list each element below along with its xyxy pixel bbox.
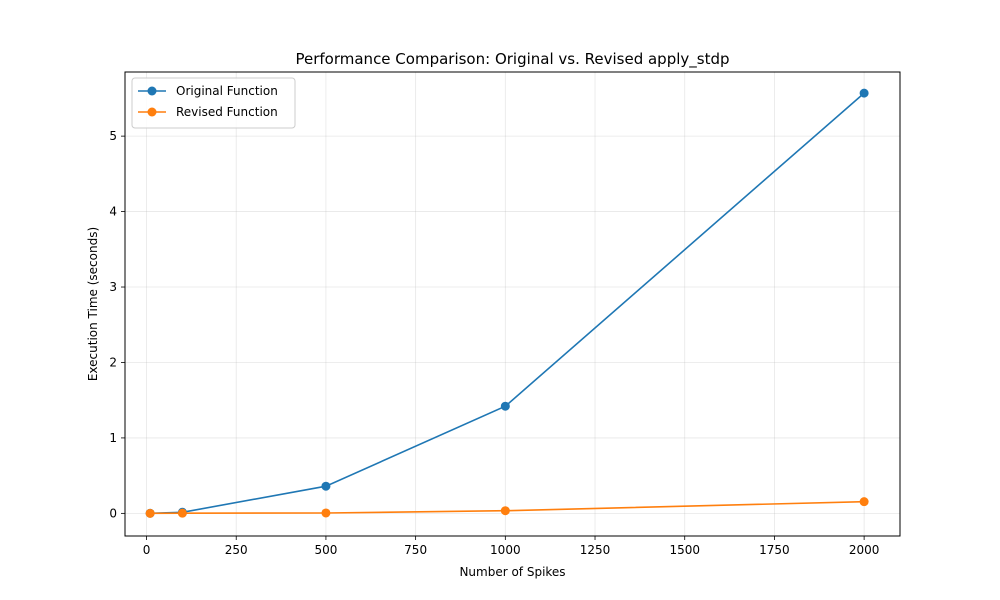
data-point [500, 506, 510, 516]
data-point [500, 401, 510, 411]
chart-title: Performance Comparison: Original vs. Rev… [295, 50, 729, 69]
x-tick-label: 2000 [849, 543, 880, 557]
grid [125, 72, 900, 536]
x-tick-label: 0 [143, 543, 151, 557]
y-tick-label: 0 [109, 506, 117, 520]
series-1 [145, 88, 869, 518]
y-axis-title: Execution Time (seconds) [86, 227, 100, 381]
data-point [145, 508, 155, 518]
x-tick-label: 1500 [669, 543, 700, 557]
x-tick-label: 500 [314, 543, 337, 557]
data-point [859, 497, 869, 507]
y-tick-label: 1 [109, 431, 117, 445]
ticks: 0 250 500 750 1000 1250 1500 1750 2000 0 1 2 3 4 5 [109, 129, 879, 557]
data-point [859, 88, 869, 98]
x-tick-label: 1000 [490, 543, 521, 557]
data-point [321, 481, 331, 491]
y-tick-label: 5 [109, 129, 117, 143]
legend-label: Revised Function [176, 105, 278, 119]
legend-box [131, 77, 296, 129]
legend-label: Original Function [176, 84, 278, 98]
x-axis-title: Number of Spikes [459, 565, 565, 579]
plot-frame [124, 71, 901, 537]
x-tick-label: 1750 [759, 543, 790, 557]
x-tick-label: 750 [404, 543, 427, 557]
series-line [150, 92, 865, 515]
x-tick-label: 1250 [580, 543, 611, 557]
x-tick-label: 250 [225, 543, 248, 557]
series-layer [145, 88, 869, 518]
legend-marker [147, 86, 157, 96]
legend: Original Function Revised Function [131, 77, 296, 129]
y-tick-label: 2 [109, 355, 117, 369]
data-point [177, 508, 187, 518]
data-point [321, 508, 331, 518]
y-tick-label: 4 [109, 205, 117, 219]
legend-marker [147, 107, 157, 117]
series-2 [145, 497, 869, 518]
y-tick-label: 3 [109, 280, 117, 294]
